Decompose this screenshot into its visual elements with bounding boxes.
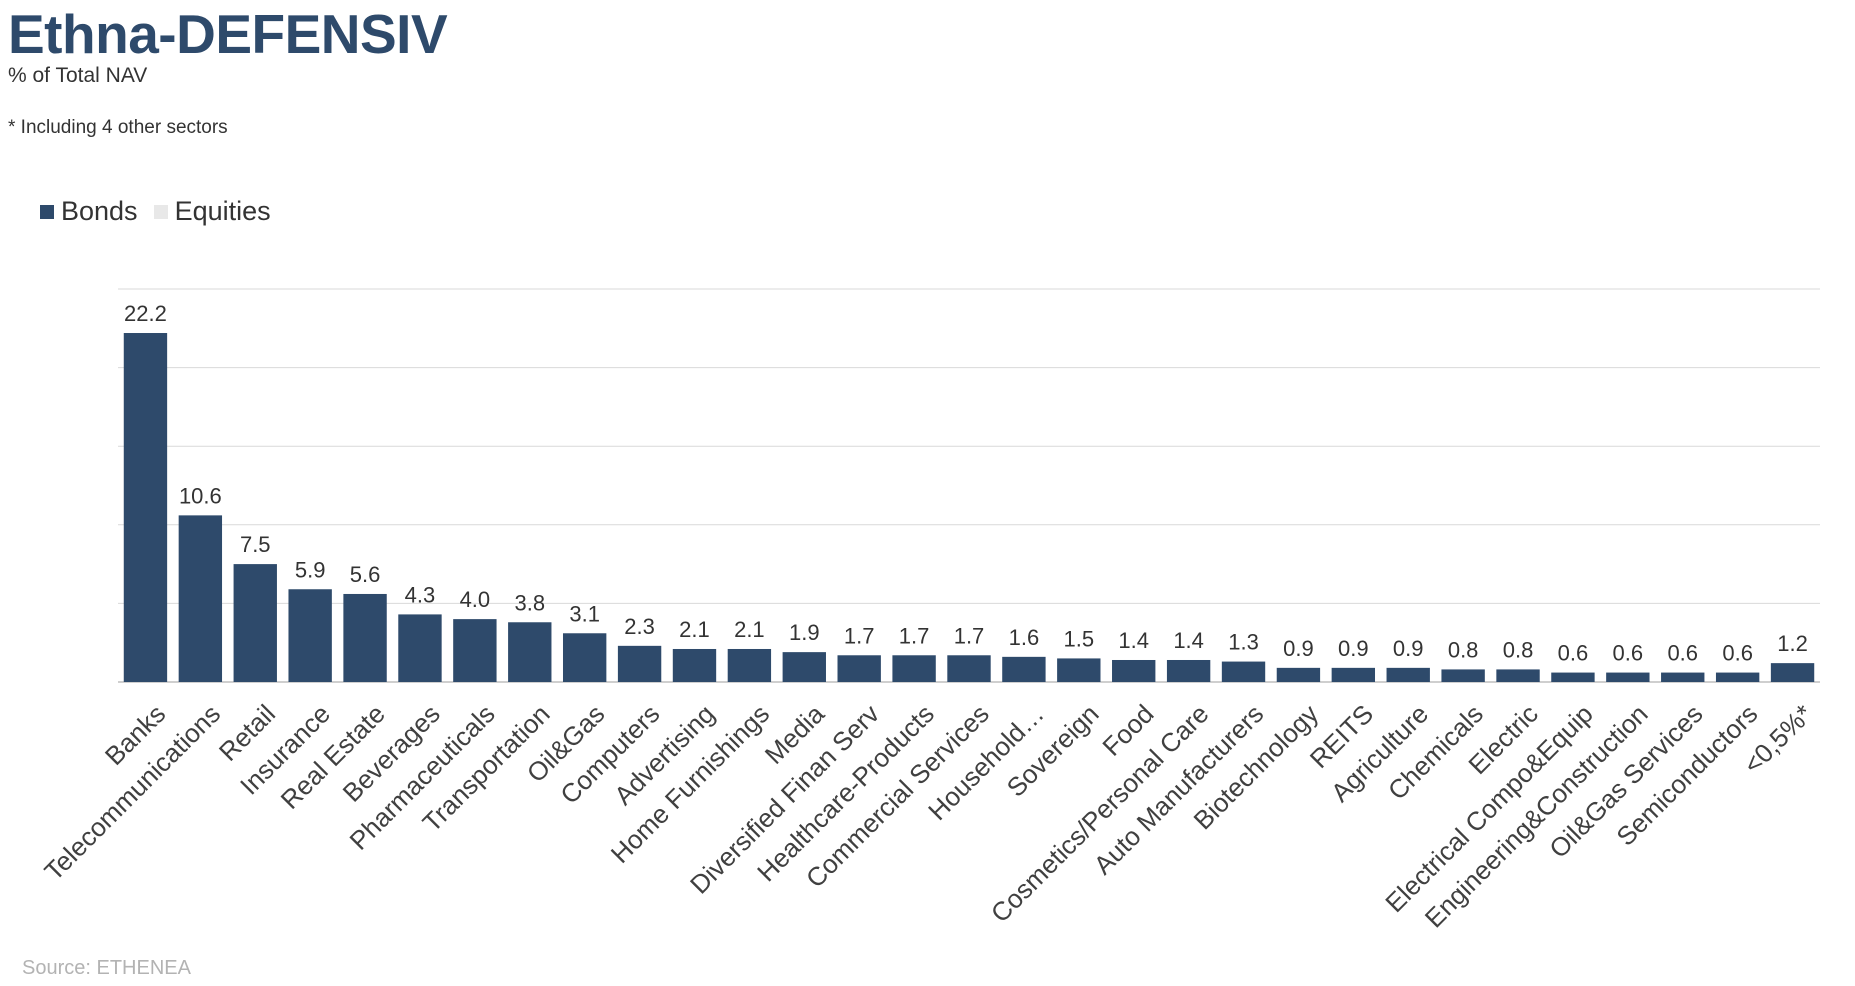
data-label: 0.6	[1722, 641, 1753, 666]
data-label: 10.6	[179, 483, 222, 508]
data-label: 2.1	[679, 617, 710, 642]
bar	[123, 333, 168, 682]
data-label: 1.7	[954, 623, 985, 648]
bar	[1496, 669, 1540, 682]
data-label: 3.8	[514, 590, 545, 615]
bars	[123, 333, 1815, 682]
data-label: 0.8	[1448, 637, 1479, 662]
data-label: 1.7	[899, 623, 930, 648]
bar	[398, 614, 442, 682]
page-title: Ethna-DEFENSIV	[8, 3, 448, 65]
data-label: 1.2	[1777, 631, 1808, 656]
bar	[837, 655, 881, 682]
chart-footnote: * Including 4 other sectors	[8, 117, 228, 138]
bar	[1441, 669, 1485, 682]
bar	[672, 648, 717, 682]
data-label: 0.6	[1667, 641, 1698, 666]
data-label: 0.6	[1613, 641, 1644, 666]
bar	[1715, 672, 1760, 682]
bar	[782, 652, 826, 682]
value-labels: 22.2 10.6 7.5 5.9 5.6 4.3 4.0 3.8 3.1 2.3 2.1 2.1 1.…	[124, 301, 1808, 666]
chart-subtitle: % of Total NAV	[8, 64, 148, 87]
data-label: 2.3	[624, 614, 655, 639]
data-label: 4.3	[405, 582, 436, 607]
chart-legend: Bonds Equities	[40, 196, 287, 227]
bar	[1770, 663, 1815, 682]
bar	[288, 589, 332, 682]
data-label: 1.9	[789, 620, 820, 645]
bar	[1661, 672, 1705, 682]
data-label: 3.1	[569, 601, 600, 626]
data-label: 1.4	[1173, 628, 1204, 653]
bar	[453, 619, 497, 682]
data-label: 2.1	[734, 617, 765, 642]
category-labels: BanksTelecommunicationsRetailInsuranceRe…	[38, 698, 1818, 933]
bar	[1606, 672, 1650, 682]
source-note: Source: ETHENEA	[22, 957, 191, 979]
data-label: 1.5	[1064, 626, 1095, 651]
data-label: 7.5	[240, 532, 271, 557]
legend-label-bonds: Bonds	[61, 196, 138, 226]
legend-item-equities: Equities	[153, 196, 271, 227]
bar	[343, 593, 387, 682]
bar	[947, 655, 991, 682]
bar	[617, 645, 662, 682]
bar	[562, 633, 607, 682]
bar	[508, 622, 552, 682]
bar	[1386, 667, 1430, 682]
bar	[1057, 658, 1101, 682]
data-label: 0.9	[1393, 636, 1424, 661]
data-label: 5.6	[350, 562, 381, 587]
bar	[178, 515, 223, 682]
legend-swatch-bonds	[40, 204, 54, 219]
bar	[1166, 659, 1211, 682]
bar	[1112, 659, 1156, 682]
data-label: 22.2	[124, 301, 167, 326]
legend-item-bonds: Bonds	[40, 196, 138, 227]
data-label: 4.0	[460, 587, 491, 612]
data-label: 0.8	[1503, 637, 1534, 662]
bar	[233, 564, 277, 682]
data-label: 1.6	[1009, 625, 1040, 650]
legend-swatch-equities	[153, 204, 168, 219]
data-label: 0.6	[1558, 641, 1589, 666]
bar	[1331, 667, 1376, 682]
bar	[1002, 656, 1046, 682]
bar	[1551, 672, 1595, 682]
data-label: 1.4	[1118, 628, 1149, 653]
bar	[892, 655, 936, 682]
data-label: 0.9	[1338, 636, 1369, 661]
bar	[1221, 661, 1266, 682]
data-label: 1.7	[844, 623, 875, 648]
legend-label-equities: Equities	[174, 196, 271, 226]
bar	[727, 648, 772, 682]
bar	[1276, 667, 1321, 682]
data-label: 5.9	[295, 557, 326, 582]
data-label: 0.9	[1283, 636, 1314, 661]
data-label: 1.3	[1228, 630, 1259, 655]
